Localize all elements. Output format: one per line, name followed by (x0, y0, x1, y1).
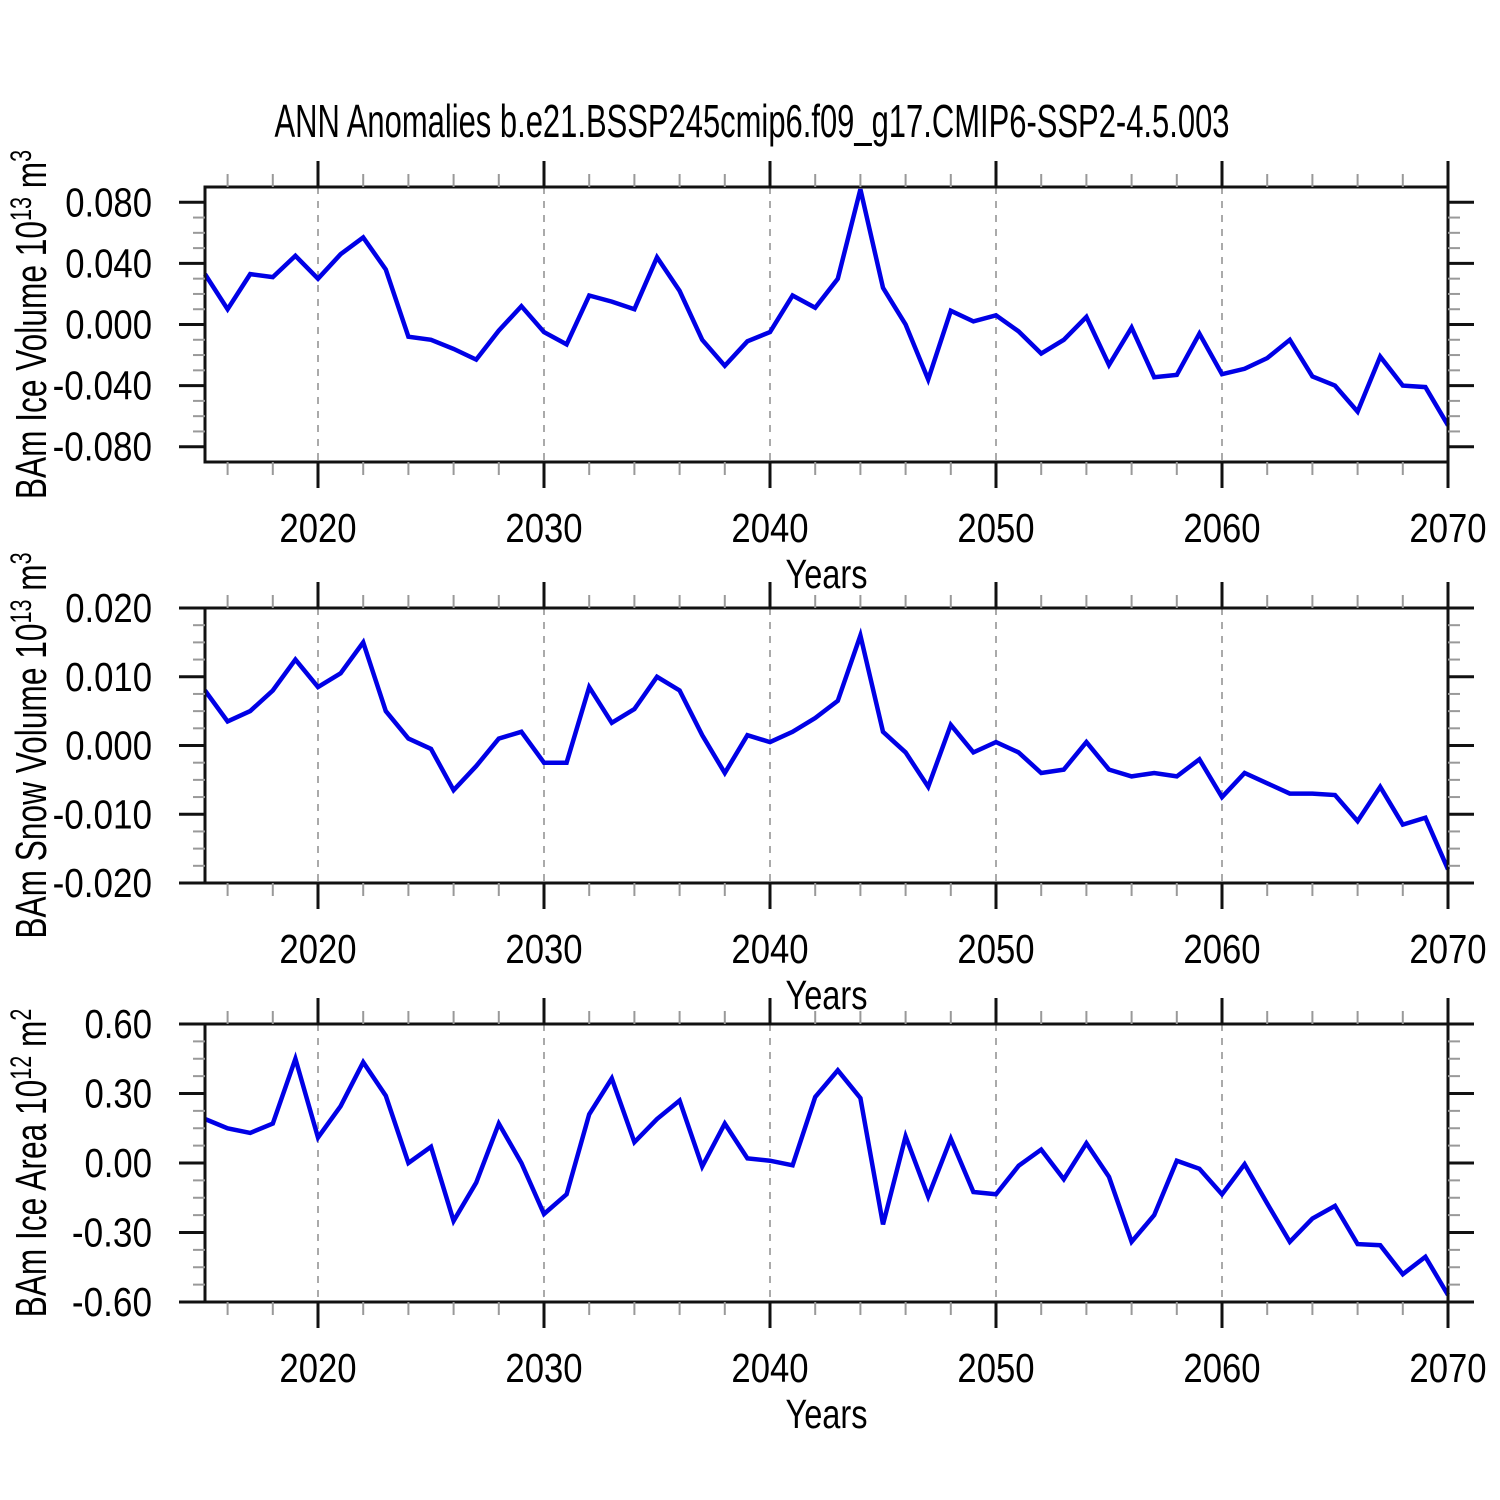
y-tick-label-0.00: 0.00 (85, 1140, 153, 1186)
x-tick-label-2060: 2060 (1183, 1345, 1260, 1391)
x-tick-label-2060: 2060 (1183, 505, 1260, 551)
x-tick-label-2030: 2030 (505, 505, 582, 551)
x-tick-label-2020: 2020 (279, 1345, 356, 1391)
x-axis-title-ice-volume: Years (786, 551, 868, 597)
y-tick-label-0.020: 0.020 (65, 585, 152, 631)
x-tick-label-2040: 2040 (731, 505, 808, 551)
x-tick-label-2040: 2040 (731, 926, 808, 972)
y-axis-title-ice-area: BAm Ice Area 1012 m2 (3, 1009, 56, 1318)
x-tick-label-2050: 2050 (957, 926, 1034, 972)
y-tick-label--0.040: -0.040 (53, 363, 152, 409)
x-tick-label-2050: 2050 (957, 1345, 1034, 1391)
y-tick-label--0.010: -0.010 (53, 791, 152, 837)
series-line-ice-area (204, 1051, 1450, 1297)
y-tick-label-0.010: 0.010 (65, 654, 152, 700)
panel-ice-area: 2020 2030 2040 2050 2060 2070 Years -0.60 -0.30 0… (3, 998, 1487, 1437)
x-tick-label-2060: 2060 (1183, 926, 1260, 972)
y-tick-label--0.60: -0.60 (72, 1279, 152, 1325)
x-tick-label-2050: 2050 (957, 505, 1034, 551)
y-tick-label-0.30: 0.30 (85, 1071, 153, 1117)
x-axis-title-ice-area: Years (786, 1391, 868, 1437)
x-tick-label-2030: 2030 (505, 1345, 582, 1391)
y-tick-label--0.020: -0.020 (53, 860, 152, 906)
y-tick-label-0.60: 0.60 (85, 1001, 153, 1047)
x-tick-label-2030: 2030 (505, 926, 582, 972)
y-axis-title-ice-volume: BAm Ice Volume 1013 m3 (3, 150, 56, 499)
chart-title: ANN Anomalies b.e21.BSSP245cmip6.f09_g17… (275, 95, 1230, 147)
x-tick-label-2040: 2040 (731, 1345, 808, 1391)
x-tick-label-2070: 2070 (1409, 926, 1486, 972)
panel-snow-volume: 2020 2030 2040 2050 2060 2070 Years -0.020 -0.01… (3, 552, 1486, 1018)
x-tick-label-2070: 2070 (1409, 505, 1486, 551)
plot-frame-ice-area (203, 1022, 1450, 1304)
y-axis-title-snow-volume: BAm Snow Volume 1013 m3 (3, 552, 56, 938)
series-line-snow-volume (203, 627, 1451, 871)
y-tick-label--0.30: -0.30 (72, 1210, 152, 1256)
y-tick-label-0.000: 0.000 (65, 302, 152, 348)
plot-frame-snow-volume (203, 606, 1450, 885)
y-tick-label--0.080: -0.080 (53, 424, 152, 470)
y-tick-label-0.080: 0.080 (65, 179, 152, 225)
x-tick-label-2020: 2020 (279, 926, 356, 972)
series-line-ice-volume (203, 188, 1450, 427)
panel-ice-volume: 2020 2030 2040 2050 2060 2070 Years -0.080 -0.04… (3, 150, 1486, 597)
x-axis-title-snow-volume: Years (786, 972, 868, 1018)
plot-frame-ice-volume (203, 185, 1450, 464)
x-tick-label-2070: 2070 (1409, 1345, 1486, 1391)
x-tick-label-2020: 2020 (279, 505, 356, 551)
y-tick-label-0.000: 0.000 (65, 723, 152, 769)
y-tick-label-0.040: 0.040 (65, 240, 152, 286)
